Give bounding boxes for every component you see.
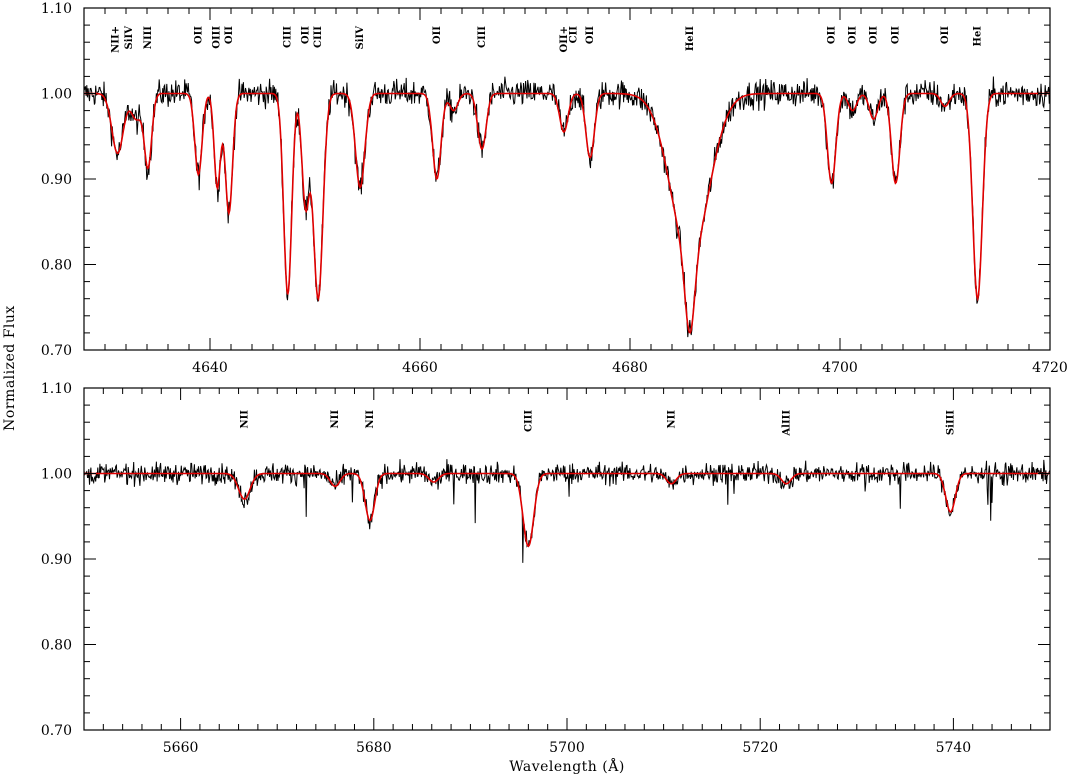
line-id-label: CIII [283, 26, 294, 48]
line-id-label: CIII [477, 26, 488, 48]
plot-frame [83, 7, 1051, 351]
line-id-label: OII [224, 26, 235, 44]
x-tick-label: 4640 [192, 360, 228, 376]
line-id-label: OIII [211, 26, 222, 49]
y-tick-label: 1.00 [41, 467, 72, 483]
y-tick-label: 1.00 [41, 87, 72, 103]
line-id-label: OII [940, 26, 951, 44]
x-tick-label: 4680 [612, 360, 648, 376]
x-tick-label: 4720 [1032, 360, 1068, 376]
line-id-label: OII+ [559, 26, 570, 52]
y-tick-label: 0.70 [41, 343, 72, 359]
line-id-label: SiIV [124, 26, 135, 50]
x-tick-label: 4660 [402, 360, 438, 376]
model-spectrum-line [84, 472, 1050, 548]
line-id-label: NII [330, 410, 341, 429]
line-id-label: NII [666, 410, 677, 429]
line-id-label: SiIII [946, 410, 957, 435]
bottom-panel: 5660 5680 5700 5720 5740 0.70 0.80 0.90 1.00 1.10… [41, 381, 1051, 756]
line-id-label: NIII [143, 26, 154, 49]
x-tick-label: 5680 [356, 740, 392, 756]
top-panel: 4640 4660 4680 4700 4720 0.70 0.80 0.90 1.00 1.10… [41, 1, 1068, 376]
line-id-label: OII [193, 26, 204, 44]
line-id-label: OII [869, 26, 880, 44]
line-id-label: NII+ [111, 26, 122, 53]
line-id-label: OII [827, 26, 838, 44]
line-id-label: AlIII [781, 410, 792, 437]
line-id-label: CII [568, 26, 579, 44]
line-id-label: SiIV [355, 26, 366, 50]
line-id-label: OII [848, 26, 859, 44]
observed-spectrum-line [83, 76, 1051, 338]
x-tick-label: 5720 [742, 740, 778, 756]
line-id-label: HeI [973, 26, 984, 47]
line-id-label: OII [432, 26, 443, 44]
y-tick-label: 0.90 [41, 552, 72, 568]
line-id-label: HeII [685, 26, 696, 51]
y-tick-label: 0.80 [41, 638, 72, 654]
x-tick-label: 5660 [163, 740, 199, 756]
line-id-label: CIII [313, 26, 324, 48]
x-tick-label: 5700 [549, 740, 585, 756]
y-tick-label: 1.10 [41, 1, 72, 17]
x-axis-title: Wavelength (Å) [509, 757, 625, 775]
y-axis-title: Normalized Flux [2, 305, 18, 431]
x-tick-label: 4700 [822, 360, 858, 376]
y-tick-label: 0.70 [41, 723, 72, 739]
line-id-label: OII [891, 26, 902, 44]
line-id-label: OII [301, 26, 312, 44]
y-tick-label: 0.90 [41, 172, 72, 188]
y-tick-label: 1.10 [41, 381, 72, 397]
y-tick-label: 0.80 [41, 258, 72, 274]
x-tick-label: 5740 [936, 740, 972, 756]
plot-frame [83, 387, 1051, 731]
line-id-label: OII [585, 26, 596, 44]
model-spectrum-line [84, 92, 1050, 334]
line-id-label: CIII [523, 410, 534, 432]
line-id-label: NII [239, 410, 250, 429]
line-id-label: NII [365, 410, 376, 429]
